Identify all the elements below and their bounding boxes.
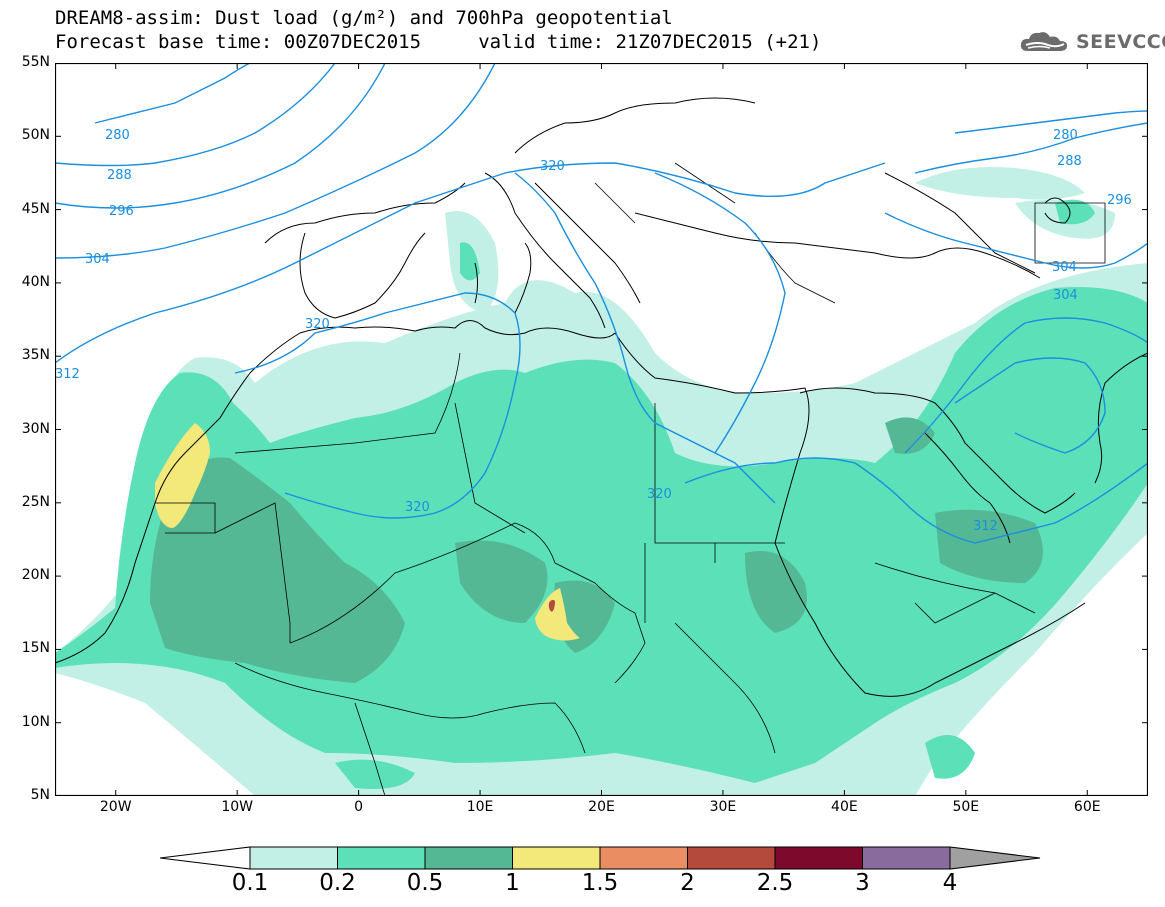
colorbar-tick-label: 0.5: [406, 870, 444, 896]
colorbar-tick-label: 0.2: [319, 870, 356, 896]
longitude-label: 10W: [221, 799, 253, 815]
axis-ticks: [55, 63, 1148, 796]
colorbar-tick-label: 2.5: [756, 870, 794, 896]
latitude-label: 40N: [21, 273, 50, 290]
latitude-label: 5N: [30, 787, 50, 803]
latitude-label: 25N: [21, 493, 50, 510]
latitude-label: 30N: [21, 420, 50, 437]
colorbar-tick-label: 1.5: [581, 870, 619, 896]
colorbar-segment: [337, 846, 426, 870]
colorbar-segment: [687, 846, 776, 870]
colorbar-segment: [599, 846, 688, 870]
longitude-label: 30E: [709, 799, 737, 815]
contour-labels: 280 288 296 304 312 320 320 320 320 280 …: [55, 128, 1132, 534]
colorbar-over-triangle: [949, 846, 1041, 870]
latitude-label: 20N: [21, 567, 50, 584]
longitude-label: 50E: [952, 799, 980, 815]
logo-text: SEEVCCC: [1076, 31, 1165, 53]
latitude-label: 35N: [21, 347, 50, 364]
contour-label-320-sahara: 320: [405, 500, 430, 515]
contour-label-296-west: 296: [109, 204, 134, 219]
colorbar-tick-label: 3: [855, 870, 870, 896]
contour-label-320-west: 320: [305, 317, 330, 332]
coastlines: [55, 97, 1148, 697]
forecast-time-subtitle: Forecast base time: 00Z07DEC2015 valid t…: [55, 31, 822, 53]
seevccc-logo: SEEVCCC: [1018, 27, 1165, 57]
colorbar-tick-label: 1: [505, 870, 520, 896]
map-title: DREAM8-assim: Dust load (g/m²) and 700hP…: [55, 7, 673, 29]
latitude-label: 50N: [21, 127, 50, 144]
colorbar-under-triangle: [160, 846, 251, 870]
contour-label-304-iran: 304: [1053, 288, 1078, 303]
contour-label-320-europe: 320: [540, 159, 565, 174]
dust-level-3-area: [150, 417, 1043, 683]
longitude-label: 40E: [831, 799, 858, 815]
contour-label-304-west: 304: [85, 252, 110, 267]
colorbar-segment: [249, 846, 338, 870]
contour-label-312-west: 312: [55, 367, 80, 382]
longitude-label: 0: [354, 799, 364, 815]
colorbar-tick-label: 0.1: [231, 870, 269, 896]
contour-label-312-arabia: 312: [973, 519, 998, 534]
dust-map: 280 288 296 304 312 320 320 320 320 280 …: [55, 63, 1148, 796]
latitude-label: 15N: [21, 640, 50, 657]
contour-label-304-caspian: 304: [1052, 260, 1077, 275]
country-borders: [155, 162, 1106, 796]
latitude-label: 10N: [21, 713, 50, 730]
colorbar-segment: [512, 846, 601, 870]
dust-level-6-area: [548, 599, 555, 612]
colorbar: [160, 846, 1041, 870]
contour-label-320-egypt: 320: [647, 487, 672, 502]
contour-label-288-east: 288: [1057, 154, 1082, 169]
contour-label-296-east: 296: [1107, 193, 1132, 208]
colorbar-segment: [774, 846, 863, 870]
colorbar-segment: [424, 846, 513, 870]
latitude-label: 55N: [21, 54, 50, 70]
colorbar-segment: [862, 846, 951, 870]
longitude-label: 60E: [1073, 799, 1101, 815]
longitude-label: 10E: [466, 799, 494, 815]
dust-level-4-area: [155, 423, 580, 641]
contour-label-280-east: 280: [1053, 128, 1078, 143]
contour-label-280-west: 280: [105, 128, 130, 143]
latitude-label: 45N: [21, 200, 50, 217]
contour-label-288-west: 288: [107, 168, 132, 183]
longitude-label: 20E: [588, 799, 615, 815]
geopotential-contours: [55, 63, 1148, 544]
longitude-label: 20W: [99, 799, 132, 815]
cloud-logo-icon: [1020, 32, 1068, 51]
colorbar-tick-label: 4: [942, 870, 958, 896]
colorbar-tick-label: 2: [680, 870, 695, 896]
